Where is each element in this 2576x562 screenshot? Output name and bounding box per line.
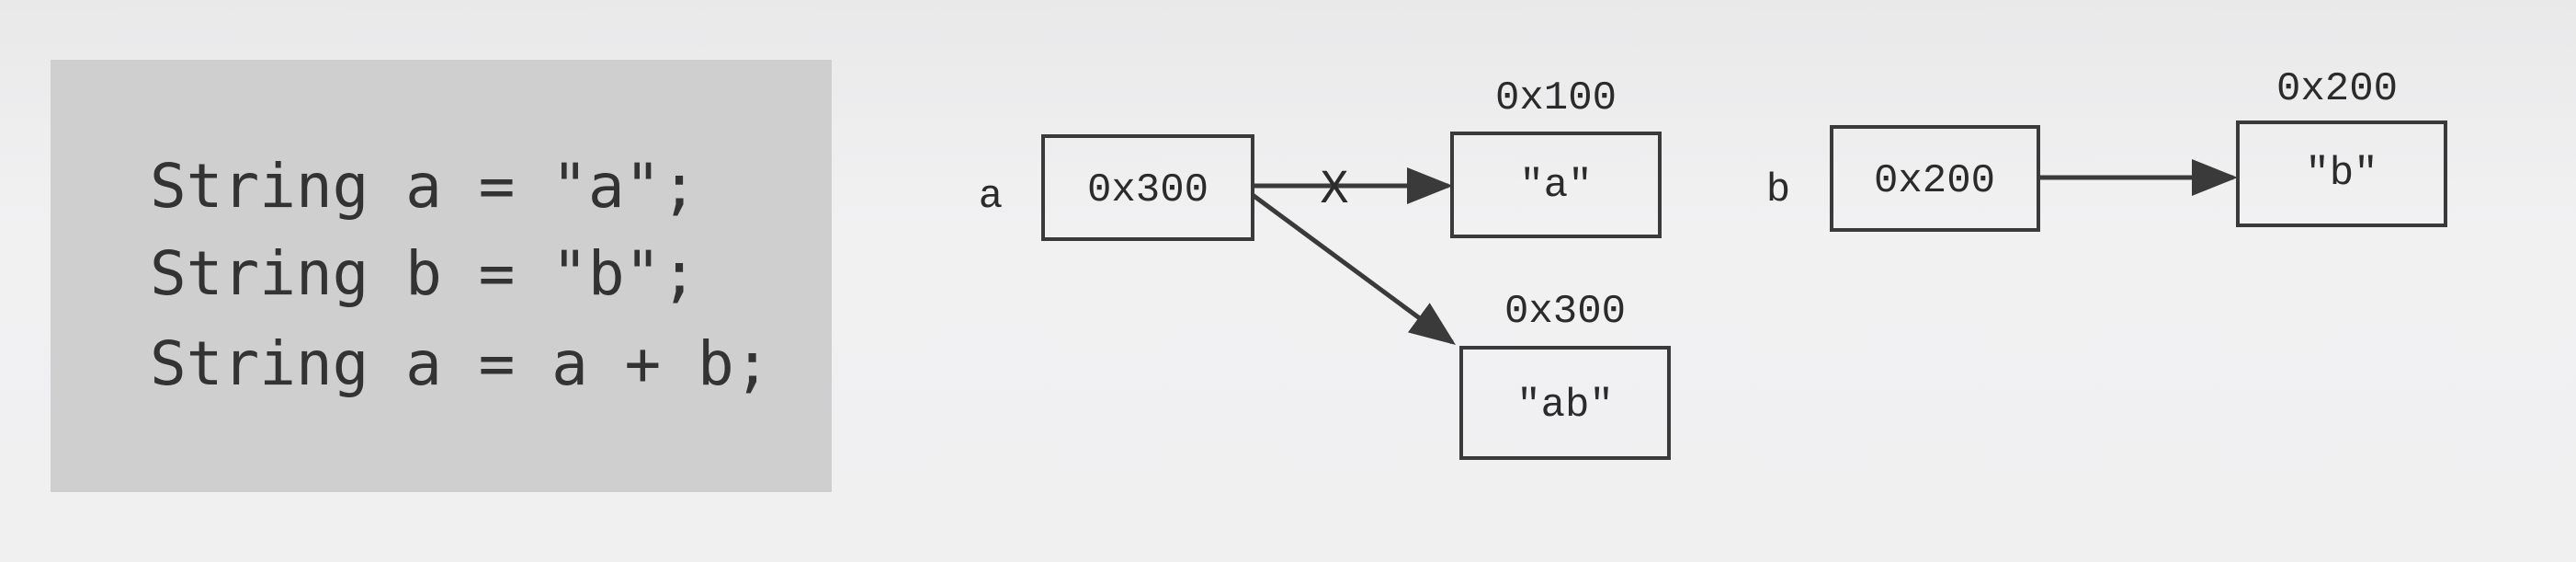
obj-b-value: "b" bbox=[2305, 151, 2377, 197]
var-a-ref: 0x300 bbox=[1087, 167, 1209, 213]
var-b-label: b bbox=[1766, 167, 1790, 213]
code-line-3: String a = a + b; bbox=[150, 328, 771, 399]
var-b-ref: 0x200 bbox=[1874, 158, 1995, 204]
code-line-1: String a = "a"; bbox=[150, 151, 698, 222]
obj-b-address: 0x200 bbox=[2276, 66, 2398, 112]
obj-ab-address: 0x300 bbox=[1504, 289, 1626, 335]
code-line-2: String b = "b"; bbox=[150, 238, 698, 309]
obj-ab-box bbox=[1459, 346, 1671, 460]
obj-ab-value: "ab" bbox=[1516, 383, 1614, 429]
obj-b-box bbox=[2236, 120, 2447, 227]
obj-a-value: "a" bbox=[1519, 163, 1592, 209]
var-a-label: a bbox=[979, 174, 1003, 220]
code-panel: String a = "a"; String b = "b"; String a… bbox=[51, 60, 832, 492]
broken-reference-x-mark: X bbox=[1320, 163, 1348, 217]
new-reference-arrow bbox=[1251, 192, 1457, 345]
obj-a-address: 0x100 bbox=[1495, 75, 1617, 121]
